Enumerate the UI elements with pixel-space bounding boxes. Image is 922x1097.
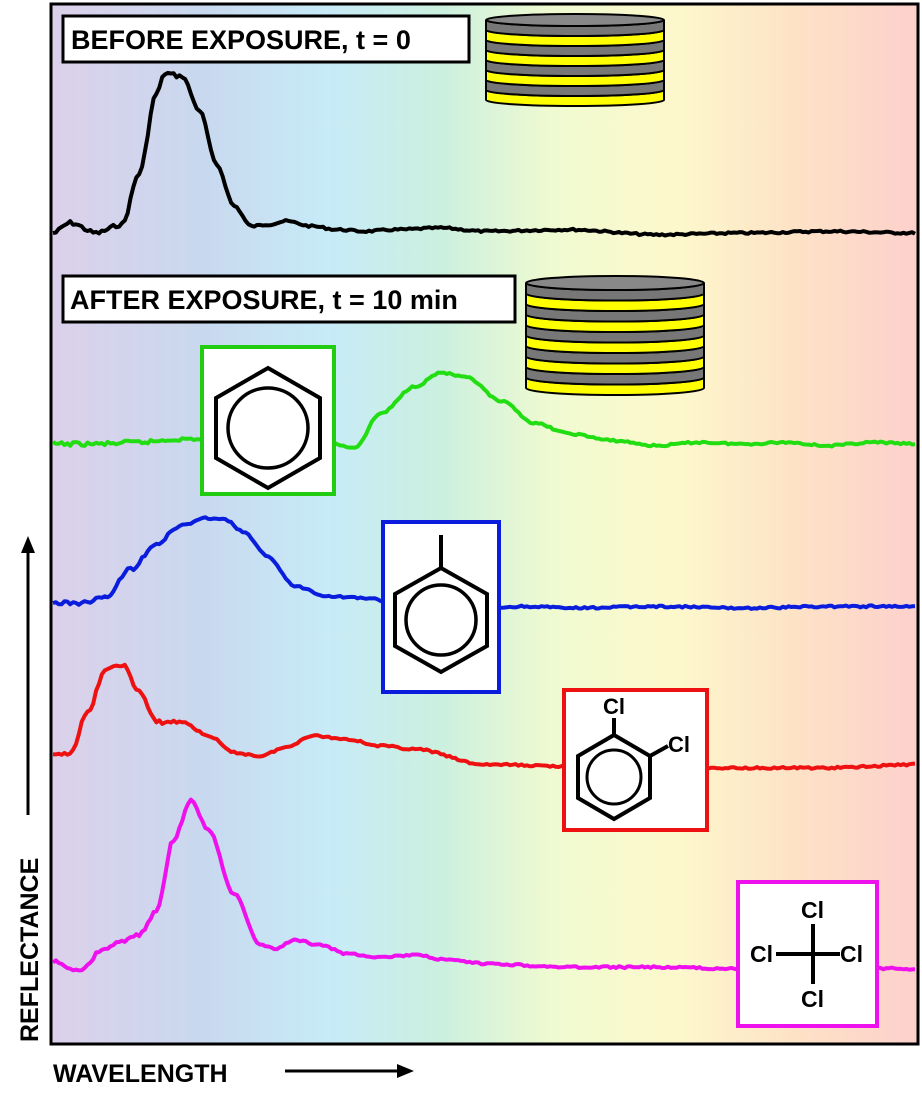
- plot-frame: [49, 2, 920, 1046]
- benzene-icon: [200, 345, 336, 496]
- after-exposure-text: AFTER EXPOSURE, t = 10 min: [70, 285, 458, 315]
- y-axis-title: REFLECTANCE: [16, 858, 44, 1042]
- before-exposure-label: BEFORE EXPOSURE, t = 0: [61, 14, 471, 64]
- cl-label: Cl: [750, 941, 773, 967]
- thin-film-stack-icon: [485, 13, 665, 107]
- y-axis-label: REFLECTANCE: [16, 536, 44, 1042]
- cl-label: Cl: [840, 941, 863, 967]
- toluene-icon: [381, 520, 501, 694]
- after-exposure-label: AFTER EXPOSURE, t = 10 min: [61, 274, 517, 324]
- cl-label: Cl: [801, 986, 824, 1012]
- cl-label: Cl: [668, 732, 690, 757]
- before-exposure-text: BEFORE EXPOSURE, t = 0: [71, 25, 411, 55]
- x-arrow-icon: [397, 1064, 414, 1078]
- swollen-film-stack-icon: [525, 275, 705, 396]
- x-axis-label: WAVELENGTH: [53, 1060, 414, 1088]
- cl-label: Cl: [801, 897, 824, 923]
- dichlorobenzene-icon: Cl Cl: [562, 688, 709, 832]
- spectrum-line-1: [52, 70, 916, 238]
- spectrum-line-4: [52, 662, 916, 773]
- carbon-tetrachloride-icon: Cl Cl Cl Cl: [736, 880, 879, 1028]
- y-arrow-icon: [21, 536, 35, 553]
- x-axis-title: WAVELENGTH: [53, 1060, 228, 1088]
- spectrum-line-2: [51, 370, 916, 450]
- cl-label: Cl: [603, 694, 625, 719]
